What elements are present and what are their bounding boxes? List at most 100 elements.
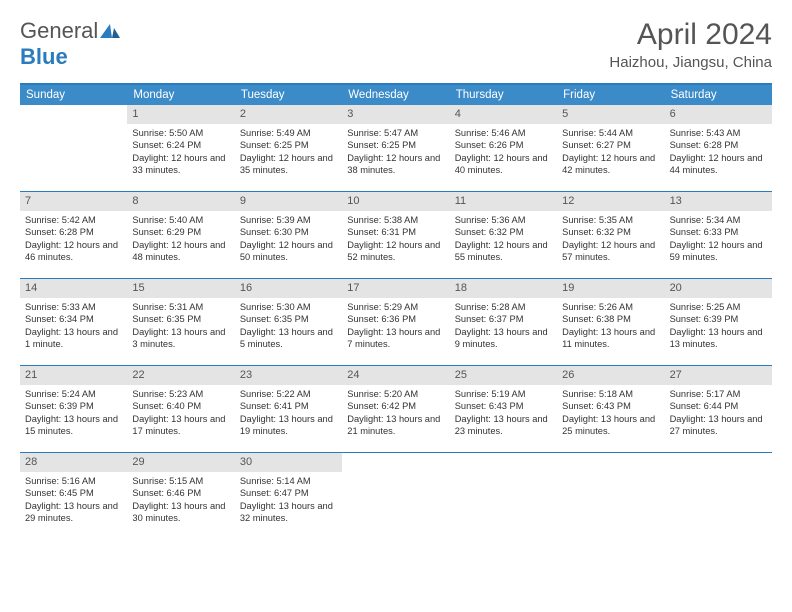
- day-cell: 5Sunrise: 5:44 AMSunset: 6:27 PMDaylight…: [557, 105, 664, 191]
- sunset-text: Sunset: 6:36 PM: [347, 313, 444, 326]
- day-body: Sunrise: 5:25 AMSunset: 6:39 PMDaylight:…: [665, 298, 772, 356]
- day-body: Sunrise: 5:49 AMSunset: 6:25 PMDaylight:…: [235, 124, 342, 182]
- daylight-text: Daylight: 13 hours and 17 minutes.: [132, 413, 229, 438]
- daylight-text: Daylight: 12 hours and 48 minutes.: [132, 239, 229, 264]
- day-cell: 19Sunrise: 5:26 AMSunset: 6:38 PMDayligh…: [557, 279, 664, 365]
- sunset-text: Sunset: 6:35 PM: [240, 313, 337, 326]
- logo-general-text: General: [20, 18, 98, 43]
- day-cell: [450, 453, 557, 539]
- day-body: Sunrise: 5:34 AMSunset: 6:33 PMDaylight:…: [665, 211, 772, 269]
- day-body: Sunrise: 5:16 AMSunset: 6:45 PMDaylight:…: [20, 472, 127, 530]
- logo-blue-text: Blue: [20, 44, 68, 69]
- day-cell: 3Sunrise: 5:47 AMSunset: 6:25 PMDaylight…: [342, 105, 449, 191]
- day-body: Sunrise: 5:46 AMSunset: 6:26 PMDaylight:…: [450, 124, 557, 182]
- day-body: Sunrise: 5:31 AMSunset: 6:35 PMDaylight:…: [127, 298, 234, 356]
- day-number: 16: [235, 279, 342, 298]
- sunset-text: Sunset: 6:29 PM: [132, 226, 229, 239]
- day-cell: 18Sunrise: 5:28 AMSunset: 6:37 PMDayligh…: [450, 279, 557, 365]
- sunrise-text: Sunrise: 5:44 AM: [562, 127, 659, 140]
- location-text: Haizhou, Jiangsu, China: [609, 54, 772, 71]
- logo: General Blue: [20, 18, 120, 70]
- day-number: 22: [127, 366, 234, 385]
- page-header: General Blue April 2024 Haizhou, Jiangsu…: [20, 18, 772, 71]
- day-number: 30: [235, 453, 342, 472]
- sunrise-text: Sunrise: 5:42 AM: [25, 214, 122, 227]
- daylight-text: Daylight: 12 hours and 50 minutes.: [240, 239, 337, 264]
- daylight-text: Daylight: 12 hours and 52 minutes.: [347, 239, 444, 264]
- sunrise-text: Sunrise: 5:34 AM: [670, 214, 767, 227]
- day-cell: 2Sunrise: 5:49 AMSunset: 6:25 PMDaylight…: [235, 105, 342, 191]
- daylight-text: Daylight: 12 hours and 59 minutes.: [670, 239, 767, 264]
- day-cell: 11Sunrise: 5:36 AMSunset: 6:32 PMDayligh…: [450, 192, 557, 278]
- sunset-text: Sunset: 6:41 PM: [240, 400, 337, 413]
- sunrise-text: Sunrise: 5:47 AM: [347, 127, 444, 140]
- day-number: 9: [235, 192, 342, 211]
- day-cell: 4Sunrise: 5:46 AMSunset: 6:26 PMDaylight…: [450, 105, 557, 191]
- daylight-text: Daylight: 13 hours and 19 minutes.: [240, 413, 337, 438]
- sunset-text: Sunset: 6:25 PM: [347, 139, 444, 152]
- day-cell: 6Sunrise: 5:43 AMSunset: 6:28 PMDaylight…: [665, 105, 772, 191]
- day-cell: 29Sunrise: 5:15 AMSunset: 6:46 PMDayligh…: [127, 453, 234, 539]
- sunset-text: Sunset: 6:31 PM: [347, 226, 444, 239]
- logo-triangle-icon: [100, 18, 120, 44]
- sunrise-text: Sunrise: 5:39 AM: [240, 214, 337, 227]
- day-body: Sunrise: 5:44 AMSunset: 6:27 PMDaylight:…: [557, 124, 664, 182]
- day-cell: 17Sunrise: 5:29 AMSunset: 6:36 PMDayligh…: [342, 279, 449, 365]
- day-body: Sunrise: 5:23 AMSunset: 6:40 PMDaylight:…: [127, 385, 234, 443]
- day-cell: 25Sunrise: 5:19 AMSunset: 6:43 PMDayligh…: [450, 366, 557, 452]
- day-number: 19: [557, 279, 664, 298]
- sunset-text: Sunset: 6:43 PM: [562, 400, 659, 413]
- daylight-text: Daylight: 12 hours and 38 minutes.: [347, 152, 444, 177]
- day-body: Sunrise: 5:26 AMSunset: 6:38 PMDaylight:…: [557, 298, 664, 356]
- day-cell: 22Sunrise: 5:23 AMSunset: 6:40 PMDayligh…: [127, 366, 234, 452]
- day-number: 17: [342, 279, 449, 298]
- daylight-text: Daylight: 13 hours and 21 minutes.: [347, 413, 444, 438]
- sunrise-text: Sunrise: 5:46 AM: [455, 127, 552, 140]
- sunrise-text: Sunrise: 5:15 AM: [132, 475, 229, 488]
- day-number: 1: [127, 105, 234, 124]
- day-cell: 24 Sunrise: 5:20 AMSunset: 6:42 PMDayligh…: [342, 366, 449, 452]
- sunset-text: Sunset: 6:42 PM: [347, 400, 444, 413]
- weekday-header: Monday: [127, 85, 234, 105]
- day-number: 13: [665, 192, 772, 211]
- day-body: Sunrise: 5:19 AMSunset: 6:43 PMDaylight:…: [450, 385, 557, 443]
- day-cell: 21Sunrise: 5:24 AMSunset: 6:39 PMDayligh…: [20, 366, 127, 452]
- day-body: Sunrise: 5:14 AMSunset: 6:47 PMDaylight:…: [235, 472, 342, 530]
- sunset-text: Sunset: 6:39 PM: [25, 400, 122, 413]
- day-body: Sunrise: 5:28 AMSunset: 6:37 PMDaylight:…: [450, 298, 557, 356]
- sunrise-text: Sunrise: 5:40 AM: [132, 214, 229, 227]
- day-number: 26: [557, 366, 664, 385]
- daylight-text: Daylight: 13 hours and 13 minutes.: [670, 326, 767, 351]
- weekday-header: Friday: [557, 85, 664, 105]
- week-row: 7Sunrise: 5:42 AMSunset: 6:28 PMDaylight…: [20, 191, 772, 278]
- day-number: 6: [665, 105, 772, 124]
- sunset-text: Sunset: 6:28 PM: [670, 139, 767, 152]
- day-body: Sunrise: 5:24 AMSunset: 6:39 PMDaylight:…: [20, 385, 127, 443]
- sunrise-text: Sunrise: 5:14 AM: [240, 475, 337, 488]
- day-body: Sunrise: 5:17 AMSunset: 6:44 PMDaylight:…: [665, 385, 772, 443]
- day-cell: 16Sunrise: 5:30 AMSunset: 6:35 PMDayligh…: [235, 279, 342, 365]
- sunset-text: Sunset: 6:28 PM: [25, 226, 122, 239]
- sunrise-text: Sunrise: 5:20 AM: [347, 388, 444, 401]
- sunrise-text: Sunrise: 5:30 AM: [240, 301, 337, 314]
- day-number: 15: [127, 279, 234, 298]
- day-number: 4: [450, 105, 557, 124]
- sunrise-text: Sunrise: 5:50 AM: [132, 127, 229, 140]
- weekday-header: Tuesday: [235, 85, 342, 105]
- day-body: Sunrise: 5:47 AMSunset: 6:25 PMDaylight:…: [342, 124, 449, 182]
- sunset-text: Sunset: 6:39 PM: [670, 313, 767, 326]
- sunrise-text: Sunrise: 5:43 AM: [670, 127, 767, 140]
- sunset-text: Sunset: 6:37 PM: [455, 313, 552, 326]
- daylight-text: Daylight: 13 hours and 30 minutes.: [132, 500, 229, 525]
- daylight-text: Daylight: 13 hours and 27 minutes.: [670, 413, 767, 438]
- day-cell: 1Sunrise: 5:50 AMSunset: 6:24 PMDaylight…: [127, 105, 234, 191]
- week-row: 1Sunrise: 5:50 AMSunset: 6:24 PMDaylight…: [20, 105, 772, 191]
- day-body: Sunrise: 5:50 AMSunset: 6:24 PMDaylight:…: [127, 124, 234, 182]
- sunset-text: Sunset: 6:27 PM: [562, 139, 659, 152]
- day-body: Sunrise: 5:40 AMSunset: 6:29 PMDaylight:…: [127, 211, 234, 269]
- day-number: 24: [342, 366, 449, 385]
- weekday-header: Sunday: [20, 85, 127, 105]
- sunrise-text: Sunrise: 5:22 AM: [240, 388, 337, 401]
- day-cell: [557, 453, 664, 539]
- day-number: 28: [20, 453, 127, 472]
